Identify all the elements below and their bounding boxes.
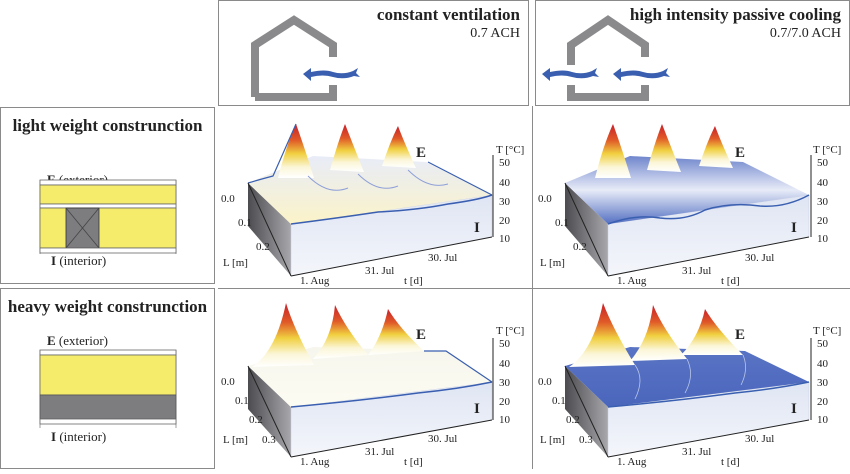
svg-text:1. Aug: 1. Aug bbox=[617, 456, 647, 468]
svg-text:E: E bbox=[416, 327, 426, 343]
svg-text:30. Jul: 30. Jul bbox=[428, 252, 457, 264]
svg-text:t [d]: t [d] bbox=[404, 275, 423, 287]
interior-label: I (interior) bbox=[51, 253, 107, 268]
svg-text:0.1: 0.1 bbox=[552, 395, 566, 407]
header-passive-cooling: high intensity passive cooling 0.7/7.0 A… bbox=[535, 0, 850, 106]
row-title: light weight construnction bbox=[12, 116, 203, 135]
svg-text:40: 40 bbox=[817, 358, 829, 370]
row-light-weight: light weight construnction E (exterior) … bbox=[0, 107, 215, 284]
svg-text:L [m]: L [m] bbox=[540, 257, 565, 269]
surface-plot-heavy-cooling: 0.0 0.1 0.2 0.3 L [m] 1. Aug 31. Jul 30.… bbox=[535, 289, 850, 469]
house-through-flow-icon bbox=[542, 15, 670, 101]
surface-plot-heavy-constant: 0.0 0.1 0.2 0.3 L [m] 1. Aug 31. Jul 30.… bbox=[218, 289, 530, 469]
svg-text:t [d]: t [d] bbox=[721, 456, 740, 468]
svg-text:10: 10 bbox=[499, 233, 511, 245]
row-title: heavy weight construnction bbox=[7, 297, 208, 316]
svg-text:1. Aug: 1. Aug bbox=[617, 275, 647, 287]
svg-text:0.0: 0.0 bbox=[221, 376, 235, 388]
interior-label: I (interior) bbox=[51, 429, 107, 444]
header-constant-ventilation: constant ventilation 0.7 ACH bbox=[218, 0, 529, 106]
divider-horizontal bbox=[218, 288, 850, 289]
svg-text:E: E bbox=[416, 145, 426, 161]
surface-plot-light-constant: 0.0 0.1 0.2 L [m] 1. Aug 31. Jul 30. Jul… bbox=[218, 106, 530, 288]
svg-text:31. Jul: 31. Jul bbox=[365, 265, 394, 277]
svg-text:I: I bbox=[474, 220, 480, 236]
surface-plot-light-cooling: 0.0 0.1 0.2 L [m] 1. Aug 31. Jul 30. Jul… bbox=[535, 106, 850, 288]
svg-text:30: 30 bbox=[499, 196, 511, 208]
row-heavy-weight: heavy weight construnction E (exterior) … bbox=[0, 288, 215, 469]
svg-text:I: I bbox=[791, 401, 797, 417]
svg-text:0.1: 0.1 bbox=[238, 217, 252, 229]
svg-text:20: 20 bbox=[817, 396, 829, 408]
svg-text:L [m]: L [m] bbox=[540, 434, 565, 446]
svg-text:0.0: 0.0 bbox=[221, 193, 235, 205]
column-title: high intensity passive cooling bbox=[629, 5, 841, 24]
svg-text:20: 20 bbox=[817, 215, 829, 227]
svg-text:30. Jul: 30. Jul bbox=[428, 433, 457, 445]
svg-text:10: 10 bbox=[817, 233, 829, 245]
svg-text:50: 50 bbox=[499, 338, 511, 350]
svg-text:1. Aug: 1. Aug bbox=[300, 275, 330, 287]
svg-text:0.2: 0.2 bbox=[566, 414, 580, 426]
svg-text:40: 40 bbox=[499, 177, 511, 189]
svg-text:1. Aug: 1. Aug bbox=[300, 456, 330, 468]
svg-text:40: 40 bbox=[817, 177, 829, 189]
svg-text:0.2: 0.2 bbox=[573, 241, 587, 253]
svg-text:E: E bbox=[735, 145, 745, 161]
house-inflow-icon bbox=[251, 15, 360, 101]
svg-text:T [°C]: T [°C] bbox=[496, 144, 524, 156]
svg-text:30. Jul: 30. Jul bbox=[745, 252, 774, 264]
svg-text:0.2: 0.2 bbox=[249, 414, 263, 426]
svg-text:30: 30 bbox=[499, 377, 511, 389]
svg-text:t [d]: t [d] bbox=[721, 275, 740, 287]
svg-text:T [°C]: T [°C] bbox=[813, 325, 841, 337]
svg-text:31. Jul: 31. Jul bbox=[365, 446, 394, 458]
svg-text:10: 10 bbox=[817, 414, 829, 426]
divider-vertical bbox=[532, 106, 533, 469]
svg-text:20: 20 bbox=[499, 396, 511, 408]
svg-text:T [°C]: T [°C] bbox=[496, 325, 524, 337]
svg-text:20: 20 bbox=[499, 215, 511, 227]
svg-text:I: I bbox=[474, 401, 480, 417]
svg-text:30: 30 bbox=[817, 196, 829, 208]
exterior-label: E (exterior) bbox=[47, 333, 109, 348]
svg-text:0.2: 0.2 bbox=[256, 241, 270, 253]
svg-text:0.3: 0.3 bbox=[262, 434, 276, 446]
column-subtitle: 0.7 ACH bbox=[470, 26, 520, 41]
svg-text:t [d]: t [d] bbox=[404, 456, 423, 468]
svg-text:0.0: 0.0 bbox=[538, 376, 552, 388]
column-title: constant ventilation bbox=[376, 5, 520, 24]
svg-text:30: 30 bbox=[817, 377, 829, 389]
svg-text:50: 50 bbox=[499, 157, 511, 169]
svg-text:T [°C]: T [°C] bbox=[813, 144, 841, 156]
svg-text:L [m]: L [m] bbox=[223, 434, 248, 446]
svg-text:30. Jul: 30. Jul bbox=[745, 433, 774, 445]
svg-text:0.0: 0.0 bbox=[538, 193, 552, 205]
svg-text:0.1: 0.1 bbox=[555, 217, 569, 229]
column-subtitle: 0.7/7.0 ACH bbox=[769, 26, 841, 41]
svg-text:50: 50 bbox=[817, 338, 829, 350]
svg-text:E: E bbox=[735, 327, 745, 343]
svg-text:0.3: 0.3 bbox=[579, 434, 593, 446]
svg-text:10: 10 bbox=[499, 414, 511, 426]
light-weight-wall-section bbox=[39, 179, 177, 254]
svg-text:L [m]: L [m] bbox=[223, 257, 248, 269]
svg-text:40: 40 bbox=[499, 358, 511, 370]
svg-text:I: I bbox=[791, 220, 797, 236]
svg-text:31. Jul: 31. Jul bbox=[682, 265, 711, 277]
heavy-weight-wall-section bbox=[39, 349, 177, 428]
svg-text:0.1: 0.1 bbox=[235, 395, 249, 407]
svg-text:31. Jul: 31. Jul bbox=[682, 446, 711, 458]
svg-text:50: 50 bbox=[817, 157, 829, 169]
